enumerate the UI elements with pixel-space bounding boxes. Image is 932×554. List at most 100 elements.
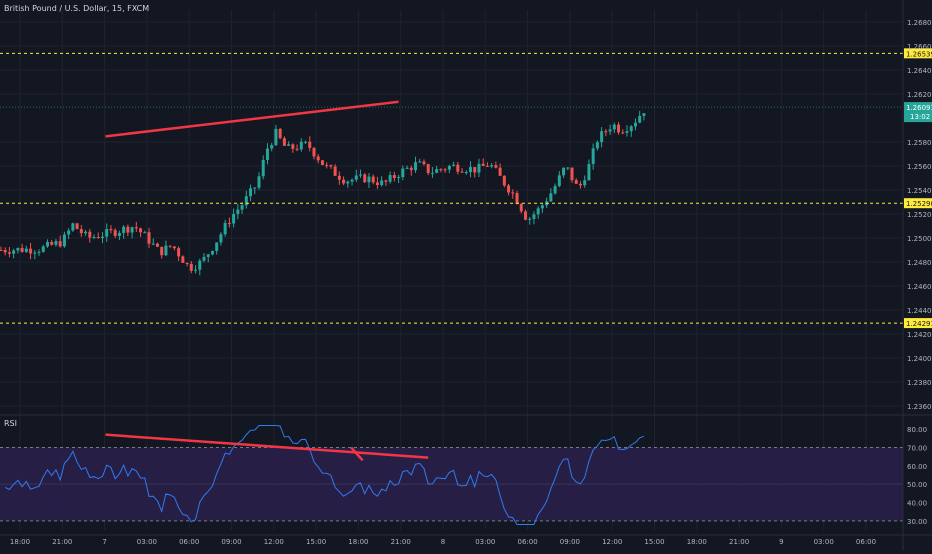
candle-body: [37, 251, 41, 253]
candle-body: [312, 147, 316, 157]
candle-body: [633, 122, 637, 127]
candle-body: [388, 175, 392, 182]
candle-body: [206, 254, 210, 257]
time-axis-tick-label: 06:00: [518, 538, 538, 546]
price-axis-tick-label: 1.23800: [907, 379, 932, 387]
rsi-axis-tick-label: 70.00: [907, 445, 927, 453]
candle-body: [261, 159, 265, 177]
candle-body: [29, 248, 33, 254]
level-price-tag: [904, 318, 932, 329]
candle-body: [329, 165, 333, 167]
rsi-panel-label: RSI: [4, 419, 17, 428]
candle-body: [519, 203, 523, 212]
candle-body: [122, 226, 126, 233]
rsi-axis-tick-label: 30.00: [907, 518, 927, 526]
candle-body: [532, 214, 536, 219]
candle-body: [494, 165, 498, 168]
candle-body: [422, 161, 426, 165]
last-price-tag: [904, 102, 932, 123]
candle-body: [41, 246, 45, 252]
candle-body: [164, 245, 168, 256]
price-axis-tick-label: 1.25600: [907, 163, 932, 171]
time-axis-tick-label: 15:00: [644, 538, 664, 546]
candle-body: [642, 113, 646, 116]
level-price-label: 1.25290: [906, 200, 932, 208]
rsi-line: [4, 425, 645, 525]
candle-body: [515, 193, 519, 204]
candle-body: [498, 167, 502, 176]
candle-body: [227, 222, 231, 224]
candle-body: [253, 187, 257, 189]
candle-body: [88, 231, 92, 238]
candle-body: [282, 138, 286, 146]
candle-body: [490, 165, 494, 167]
candle-body: [16, 247, 20, 251]
candle-body: [477, 163, 481, 173]
time-axis-tick-label: 12:00: [602, 538, 622, 546]
candle-body: [308, 141, 312, 148]
candle-body: [194, 269, 198, 271]
candle-body: [595, 142, 599, 149]
price-axis-tick-label: 1.26200: [907, 91, 932, 99]
candle-body: [202, 256, 206, 261]
time-axis-tick-label: 7: [102, 538, 106, 546]
candle-body: [380, 180, 384, 186]
time-axis-tick-label: 09:00: [221, 538, 241, 546]
candle-body: [574, 180, 578, 184]
time-axis-tick-label: 21:00: [729, 538, 749, 546]
time-axis-tick-label: 03:00: [475, 538, 495, 546]
candle-body: [587, 164, 591, 181]
time-axis-tick-label: 21:00: [52, 538, 72, 546]
level-price-label: 1.26539: [906, 50, 932, 58]
candle-body: [139, 228, 143, 233]
candle-body: [435, 169, 439, 173]
candle-body: [143, 232, 147, 234]
candle-body: [346, 181, 350, 184]
candle-body: [397, 177, 401, 179]
candle-body: [566, 167, 570, 169]
candle-body: [430, 172, 434, 174]
candle-body: [612, 124, 616, 130]
price-trendline: [105, 100, 399, 138]
candle-body: [452, 164, 456, 166]
time-axis-tick-label: 18:00: [10, 538, 30, 546]
candle-body: [536, 208, 540, 215]
candle-body: [54, 241, 58, 245]
candle-body: [181, 256, 185, 263]
candle-body: [223, 222, 227, 235]
candle-body: [418, 161, 422, 163]
candle-body: [426, 164, 430, 174]
time-axis-tick-label: 06:00: [179, 538, 199, 546]
candle-body: [24, 248, 28, 252]
candle-body: [570, 167, 574, 181]
candle-body: [236, 209, 240, 215]
candle-body: [363, 174, 367, 183]
candle-body: [578, 183, 582, 186]
candle-body: [540, 205, 544, 209]
candle-body: [638, 115, 642, 123]
candle-body: [249, 188, 253, 197]
candle-body: [456, 164, 460, 172]
candle-body: [92, 236, 96, 238]
candle-body: [71, 223, 75, 231]
candle-body: [147, 232, 151, 244]
candle-body: [257, 176, 261, 188]
time-axis-tick-label: 18:00: [348, 538, 368, 546]
candle-body: [168, 245, 172, 247]
candle-body: [219, 234, 223, 243]
candle-body: [354, 175, 358, 180]
time-axis-tick-label: 12:00: [264, 538, 284, 546]
candle-body: [96, 236, 100, 239]
candle-body: [583, 180, 587, 186]
price-axis-tick-label: 1.24400: [907, 307, 932, 315]
chart-title: British Pound / U.S. Dollar, 15, FXCM: [4, 4, 150, 13]
rsi-axis-tick-label: 60.00: [907, 463, 927, 471]
candle-body: [265, 148, 269, 160]
candle-body: [295, 148, 299, 150]
rsi-axis-tick-label: 50.00: [907, 481, 927, 489]
price-axis-tick-label: 1.25000: [907, 235, 932, 243]
candle-body: [210, 251, 214, 255]
